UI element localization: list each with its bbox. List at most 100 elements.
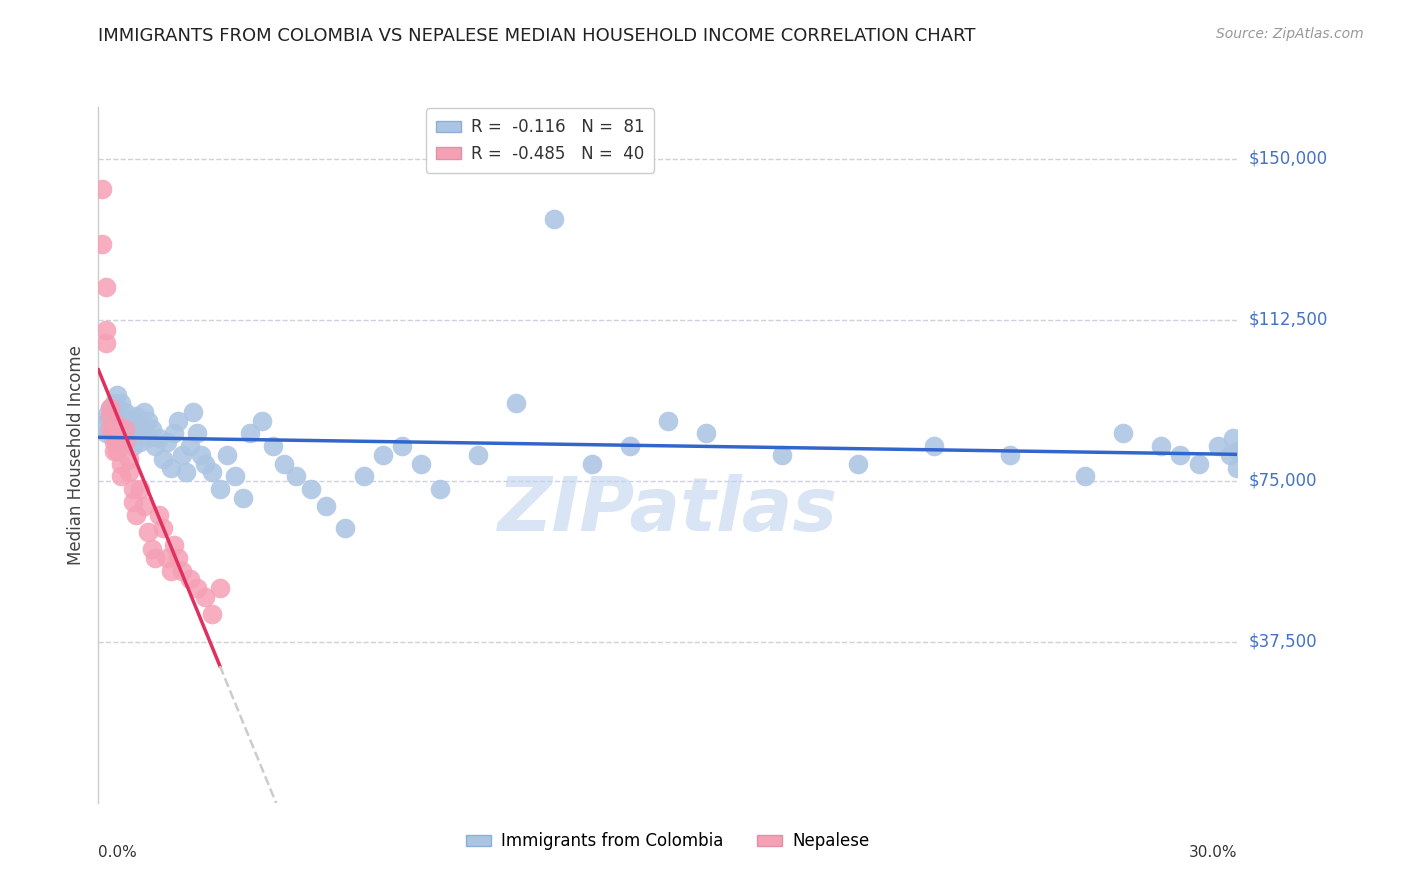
Point (179, 439, 201, 453)
Point (129, 483, 152, 497)
Point (107, 422, 129, 436)
Point (121, 422, 143, 436)
Point (98, 401, 121, 415)
Point (232, 491, 254, 505)
Point (118, 452, 141, 467)
Point (148, 431, 170, 445)
Point (208, 483, 231, 497)
Point (94, 280, 117, 294)
Point (125, 409, 148, 424)
Point (121, 495, 143, 509)
Point (103, 396, 125, 410)
Point (145, 439, 167, 453)
Point (141, 422, 163, 436)
Text: ZIPatlas: ZIPatlas (498, 474, 838, 547)
Point (103, 431, 125, 445)
Point (186, 426, 208, 441)
Point (208, 581, 231, 595)
Point (467, 448, 489, 462)
Point (353, 469, 375, 483)
Text: $75,000: $75,000 (1249, 472, 1317, 490)
Point (98, 422, 121, 436)
Text: 0.0%: 0.0% (98, 845, 138, 860)
Point (770, 448, 793, 462)
Point (125, 508, 148, 522)
Point (156, 551, 179, 566)
Point (118, 413, 141, 427)
Point (107, 443, 129, 458)
Point (174, 465, 197, 479)
Point (1170, 448, 1192, 462)
Point (103, 422, 125, 436)
Point (619, 439, 641, 453)
Point (107, 405, 129, 419)
Point (239, 426, 262, 441)
Point (190, 448, 212, 462)
Point (922, 439, 945, 453)
Point (110, 413, 132, 427)
Point (1112, 426, 1135, 441)
Point (152, 452, 174, 467)
Point (94, 409, 117, 424)
Point (141, 542, 163, 557)
Point (1188, 457, 1211, 471)
Point (107, 417, 129, 432)
Point (201, 607, 224, 621)
Point (103, 443, 125, 458)
Point (114, 405, 136, 419)
Point (167, 413, 190, 427)
Point (136, 413, 159, 427)
Point (371, 448, 394, 462)
Point (250, 413, 273, 427)
Point (315, 500, 337, 514)
Point (107, 388, 129, 402)
Point (159, 564, 181, 578)
Point (1074, 469, 1097, 483)
Point (1226, 460, 1249, 475)
Point (998, 448, 1021, 462)
Point (94, 336, 117, 351)
Point (695, 426, 717, 441)
Point (543, 211, 565, 226)
Point (170, 448, 193, 462)
Point (335, 521, 357, 535)
Point (148, 508, 170, 522)
Point (132, 405, 155, 419)
Point (429, 483, 451, 497)
Point (136, 431, 159, 445)
Point (194, 590, 217, 604)
Point (91, 417, 114, 432)
Point (156, 435, 179, 450)
Point (186, 581, 208, 595)
Point (1208, 439, 1230, 453)
Point (107, 431, 129, 445)
Point (163, 426, 186, 441)
Point (132, 500, 155, 514)
Point (1226, 443, 1249, 458)
Point (262, 439, 284, 453)
Point (167, 551, 190, 566)
Point (159, 460, 181, 475)
Point (91, 181, 114, 195)
Point (98, 413, 121, 427)
Text: $150,000: $150,000 (1249, 150, 1327, 168)
Point (217, 448, 239, 462)
Text: 30.0%: 30.0% (1189, 845, 1237, 860)
Point (505, 396, 527, 410)
Point (98, 401, 121, 415)
Point (110, 457, 132, 471)
Point (224, 469, 246, 483)
Point (170, 564, 193, 578)
Point (129, 435, 152, 450)
Text: $112,500: $112,500 (1249, 310, 1327, 328)
Point (846, 457, 869, 471)
Point (114, 422, 136, 436)
Point (163, 538, 186, 552)
Point (136, 525, 159, 540)
Point (114, 435, 136, 450)
Point (94, 323, 117, 337)
Point (114, 422, 136, 436)
Point (103, 435, 125, 450)
Point (284, 469, 307, 483)
Point (125, 426, 148, 441)
